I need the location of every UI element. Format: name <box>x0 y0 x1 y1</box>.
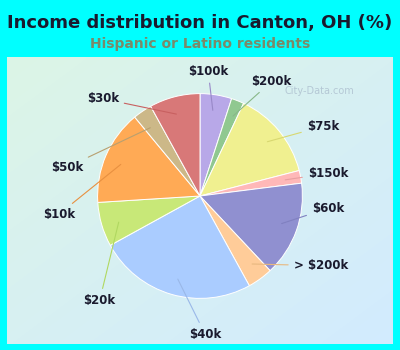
Wedge shape <box>200 196 270 286</box>
Text: $20k: $20k <box>84 222 119 307</box>
Text: Income distribution in Canton, OH (%): Income distribution in Canton, OH (%) <box>7 14 393 32</box>
Wedge shape <box>200 99 244 196</box>
Wedge shape <box>200 183 302 271</box>
Wedge shape <box>110 196 249 299</box>
Text: $75k: $75k <box>267 120 339 142</box>
Wedge shape <box>200 103 299 196</box>
Text: $150k: $150k <box>285 167 348 180</box>
Wedge shape <box>98 117 200 202</box>
Text: $40k: $40k <box>178 279 221 341</box>
Wedge shape <box>200 93 232 196</box>
Text: $30k: $30k <box>87 92 176 114</box>
Wedge shape <box>151 93 200 196</box>
Text: $200k: $200k <box>233 75 292 116</box>
Text: $50k: $50k <box>51 128 150 174</box>
Text: City-Data.com: City-Data.com <box>285 86 354 96</box>
Wedge shape <box>200 170 302 196</box>
Text: $10k: $10k <box>43 164 121 221</box>
Text: Hispanic or Latino residents: Hispanic or Latino residents <box>90 37 310 51</box>
Text: > $200k: > $200k <box>252 259 348 272</box>
Text: $60k: $60k <box>282 202 344 224</box>
Text: $100k: $100k <box>188 64 228 110</box>
Wedge shape <box>98 196 200 245</box>
Wedge shape <box>135 106 200 196</box>
